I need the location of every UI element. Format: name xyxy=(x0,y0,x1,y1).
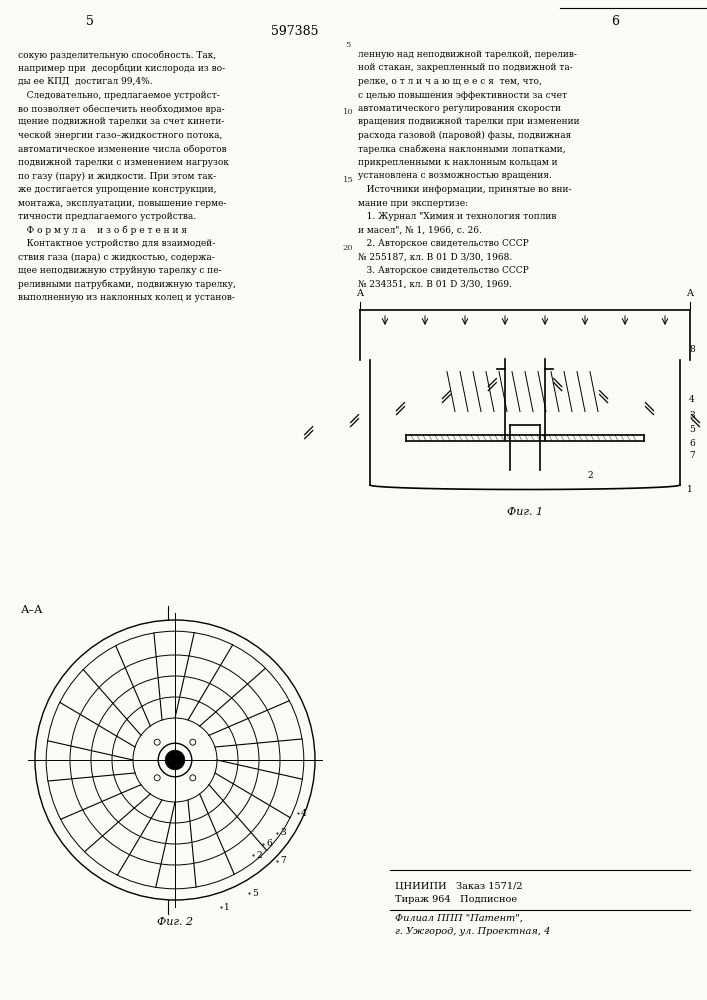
Text: подвижной тарелки с изменением нагрузок: подвижной тарелки с изменением нагрузок xyxy=(18,158,229,167)
Text: с целью повышения эффективности за счет: с целью повышения эффективности за счет xyxy=(358,91,567,100)
Text: 4: 4 xyxy=(689,395,695,404)
Text: № 255187, кл. В 01 D 3/30, 1968.: № 255187, кл. В 01 D 3/30, 1968. xyxy=(358,252,513,261)
Text: Ф о р м у л а    и з о б р е т е н и я: Ф о р м у л а и з о б р е т е н и я xyxy=(18,226,187,235)
Text: № 234351, кл. В 01 D 3/30, 1969.: № 234351, кл. В 01 D 3/30, 1969. xyxy=(358,279,512,288)
Text: монтажа, эксплуатации, повышение герме-: монтажа, эксплуатации, повышение герме- xyxy=(18,198,226,208)
Text: тичности предлагаемого устройства.: тичности предлагаемого устройства. xyxy=(18,212,196,221)
Text: Следовательно, предлагаемое устройст-: Следовательно, предлагаемое устройст- xyxy=(18,91,220,100)
Text: 20: 20 xyxy=(343,243,354,251)
Text: вращения подвижной тарелки при изменении: вращения подвижной тарелки при изменении xyxy=(358,117,580,126)
Text: 6: 6 xyxy=(611,15,619,28)
Text: 2: 2 xyxy=(587,471,592,480)
Text: 3: 3 xyxy=(689,410,694,420)
Text: 2. Авторское свидетельство СССР: 2. Авторское свидетельство СССР xyxy=(358,239,529,248)
Text: 6: 6 xyxy=(266,840,271,848)
Text: по газу (пару) и жидкости. При этом так-: по газу (пару) и жидкости. При этом так- xyxy=(18,172,216,181)
Text: 8: 8 xyxy=(689,346,695,355)
Text: Контактное устройство для взаимодей-: Контактное устройство для взаимодей- xyxy=(18,239,215,248)
Text: 5: 5 xyxy=(689,426,695,434)
Text: г. Ужгород, ул. Проектная, 4: г. Ужгород, ул. Проектная, 4 xyxy=(395,927,550,936)
Text: Филиал ППП "Патент",: Филиал ППП "Патент", xyxy=(395,914,523,923)
Text: выполненную из наклонных колец и установ-: выполненную из наклонных колец и установ… xyxy=(18,293,235,302)
Text: 10: 10 xyxy=(343,108,354,116)
Text: во позволяет обеспечить необходимое вра-: во позволяет обеспечить необходимое вра- xyxy=(18,104,225,113)
Text: мание при экспертизе:: мание при экспертизе: xyxy=(358,198,468,208)
Text: 1: 1 xyxy=(224,902,230,912)
Text: А–А: А–А xyxy=(21,605,43,615)
Text: ной стакан, закрепленный по подвижной та-: ной стакан, закрепленный по подвижной та… xyxy=(358,64,573,73)
Text: 2: 2 xyxy=(256,851,262,860)
Circle shape xyxy=(165,750,185,770)
Text: 4: 4 xyxy=(301,809,307,818)
Text: реливными патрубками, подвижную тарелку,: реливными патрубками, подвижную тарелку, xyxy=(18,279,236,289)
Text: ленную над неподвижной тарелкой, перелив-: ленную над неподвижной тарелкой, перелив… xyxy=(358,50,577,59)
Text: щение подвижной тарелки за счет кинети-: щение подвижной тарелки за счет кинети- xyxy=(18,117,224,126)
Text: Тираж 964   Подписное: Тираж 964 Подписное xyxy=(395,895,517,904)
Text: ческой энергии газо–жидкостного потока,: ческой энергии газо–жидкостного потока, xyxy=(18,131,223,140)
Text: Источники информации, принятые во вни-: Источники информации, принятые во вни- xyxy=(358,185,571,194)
Text: Фиг. 1: Фиг. 1 xyxy=(507,507,543,517)
Text: прикрепленными к наклонным кольцам и: прикрепленными к наклонным кольцам и xyxy=(358,158,558,167)
Text: A: A xyxy=(686,289,694,298)
Text: 6: 6 xyxy=(689,438,695,448)
Text: 5: 5 xyxy=(252,888,258,898)
Text: 1. Журнал "Химия и технология топлив: 1. Журнал "Химия и технология топлив xyxy=(358,212,556,221)
Text: 5: 5 xyxy=(86,15,94,28)
Text: 3: 3 xyxy=(280,828,286,837)
Text: и масел", № 1, 1966, с. 26.: и масел", № 1, 1966, с. 26. xyxy=(358,226,482,234)
Text: тарелка снабжена наклонными лопатками,: тарелка снабжена наклонными лопатками, xyxy=(358,144,566,154)
Text: щее неподвижную струйную тарелку с пе-: щее неподвижную струйную тарелку с пе- xyxy=(18,266,221,275)
Text: релке, о т л и ч а ю щ е е с я  тем, что,: релке, о т л и ч а ю щ е е с я тем, что, xyxy=(358,77,542,86)
Text: ЦНИИПИ   Заказ 1571/2: ЦНИИПИ Заказ 1571/2 xyxy=(395,882,522,891)
Text: сокую разделительную способность. Так,: сокую разделительную способность. Так, xyxy=(18,50,216,60)
Text: ствия газа (пара) с жидкостью, содержа-: ствия газа (пара) с жидкостью, содержа- xyxy=(18,252,215,262)
Text: установлена с возможностью вращения.: установлена с возможностью вращения. xyxy=(358,172,552,180)
Text: расхода газовой (паровой) фазы, подвижная: расхода газовой (паровой) фазы, подвижна… xyxy=(358,131,571,140)
Text: 1: 1 xyxy=(687,486,693,494)
Text: же достигается упрощение конструкции,: же достигается упрощение конструкции, xyxy=(18,185,216,194)
Text: 15: 15 xyxy=(343,176,354,184)
Text: 597385: 597385 xyxy=(271,25,319,38)
Text: например при  десорбции кислорода из во-: например при десорбции кислорода из во- xyxy=(18,64,225,73)
Text: автоматическое изменение числа оборотов: автоматическое изменение числа оборотов xyxy=(18,144,227,154)
Text: 7: 7 xyxy=(280,856,286,865)
Text: 7: 7 xyxy=(689,450,695,460)
Text: Фиг. 2: Фиг. 2 xyxy=(157,917,193,927)
Text: A: A xyxy=(356,289,363,298)
Text: 5: 5 xyxy=(345,41,351,49)
Text: автоматического регулирования скорости: автоматического регулирования скорости xyxy=(358,104,561,113)
Text: 3. Авторское свидетельство СССР: 3. Авторское свидетельство СССР xyxy=(358,266,529,275)
Text: ды ее КПД  достигал 99,4%.: ды ее КПД достигал 99,4%. xyxy=(18,77,153,86)
